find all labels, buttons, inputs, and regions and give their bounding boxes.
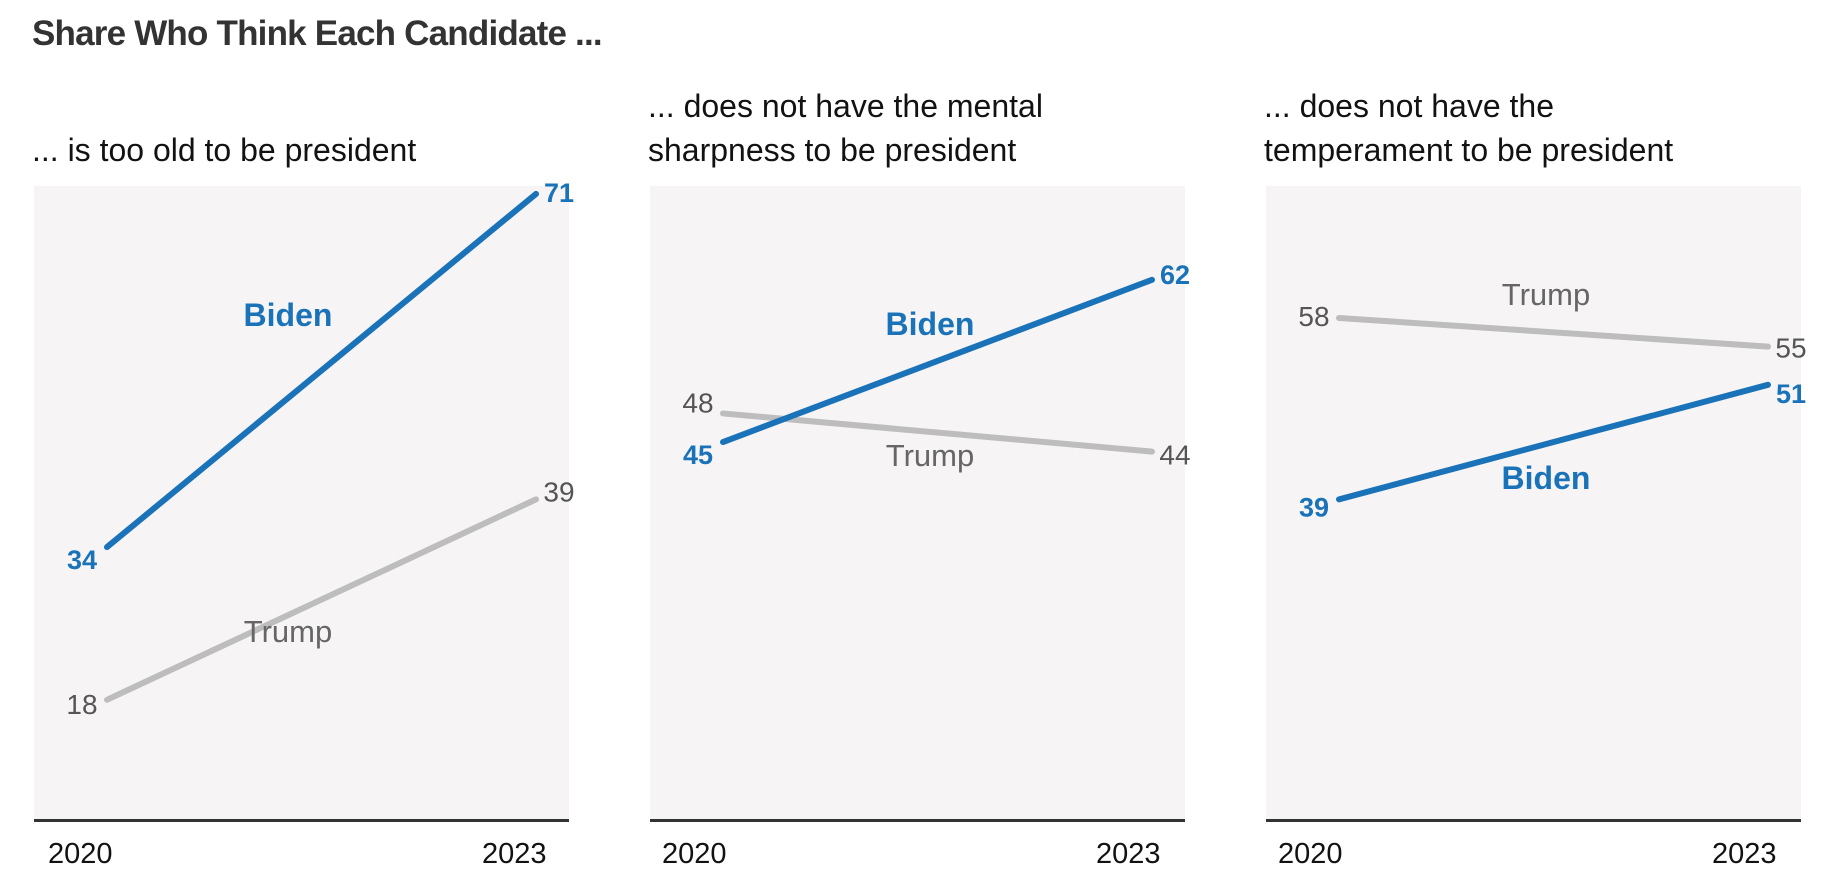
panel-title-line: ... does not have the mental xyxy=(648,88,1043,124)
x-axis-baseline xyxy=(34,819,569,822)
trump-end-value: 55 xyxy=(1775,333,1806,364)
panel-mental-sharpness: ... does not have the mental sharpness t… xyxy=(648,0,1191,890)
trump-series-label: Trump xyxy=(886,438,974,473)
x-axis-baseline xyxy=(650,819,1185,822)
plot-area xyxy=(650,186,1185,820)
line-plot: 39 51 58 55 Biden Trump xyxy=(1298,277,1806,522)
biden-end-value: 71 xyxy=(544,178,574,208)
panel-title-line: ... does not have the xyxy=(1264,88,1554,124)
trump-start-value: 18 xyxy=(66,689,97,720)
biden-start-value: 39 xyxy=(1299,492,1329,522)
biden-line xyxy=(104,190,539,551)
panel-title-box: ... does not have the mental sharpness t… xyxy=(648,72,1188,172)
panel-title: ... does not have the temperament to be … xyxy=(1264,84,1673,172)
panel-title-line: sharpness to be president xyxy=(648,132,1017,168)
trump-end-value: 44 xyxy=(1159,440,1190,471)
trump-series-label: Trump xyxy=(1502,277,1590,312)
panel-title-box: ... does not have the temperament to be … xyxy=(1264,72,1804,172)
trump-start-value: 48 xyxy=(682,387,713,418)
biden-line xyxy=(1336,381,1771,503)
panel-title-line: ... is too old to be president xyxy=(32,132,417,168)
x-axis-baseline xyxy=(1266,819,1801,822)
biden-series-label: Biden xyxy=(244,297,333,333)
x-tick-label-2023: 2023 xyxy=(482,838,547,870)
panel-title: ... does not have the mental sharpness t… xyxy=(648,84,1043,172)
biden-end-value: 62 xyxy=(1160,260,1190,290)
x-tick-label-2023: 2023 xyxy=(1096,838,1161,870)
plot-area xyxy=(1266,186,1801,820)
trump-start-value: 58 xyxy=(1298,301,1329,332)
plot-area xyxy=(34,186,569,820)
line-plot: 34 71 18 39 Biden Trump xyxy=(66,178,574,720)
biden-start-value: 34 xyxy=(67,545,97,575)
biden-series-label: Biden xyxy=(886,306,975,342)
biden-start-value: 45 xyxy=(683,440,713,470)
trump-line xyxy=(720,410,1155,455)
line-plot: 45 62 48 44 Biden Trump xyxy=(682,260,1190,473)
x-tick-label-2020: 2020 xyxy=(662,838,727,870)
x-tick-label-2020: 2020 xyxy=(48,838,113,870)
panel-title-line: temperament to be president xyxy=(1264,132,1674,168)
panel-title: ... is too old to be president xyxy=(32,128,416,172)
panel-too-old: ... is too old to be president 2020 2023… xyxy=(32,0,575,890)
trump-end-value: 39 xyxy=(543,476,574,507)
chart-title: Share Who Think Each Candidate ... xyxy=(32,14,603,53)
trump-series-label: Trump xyxy=(244,614,332,649)
panel-title-box: ... is too old to be president xyxy=(32,72,572,172)
x-tick-label-2023: 2023 xyxy=(1712,838,1777,870)
trump-line xyxy=(104,496,539,703)
biden-series-label: Biden xyxy=(1502,460,1591,496)
panel-temperament: ... does not have the temperament to be … xyxy=(1264,0,1807,890)
biden-line xyxy=(720,276,1155,446)
trump-line xyxy=(1336,314,1771,350)
biden-end-value: 51 xyxy=(1776,379,1806,409)
x-tick-label-2020: 2020 xyxy=(1278,838,1343,870)
